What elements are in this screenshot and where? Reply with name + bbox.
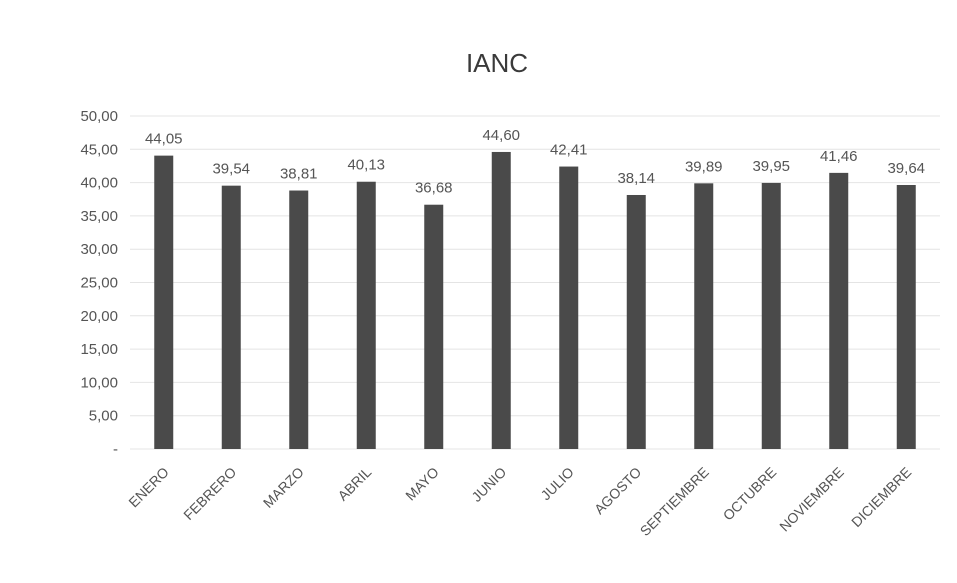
data-label-septiembre: 39,89 (685, 158, 723, 175)
y-tick-label: 30,00 (80, 241, 118, 258)
bar-marzo (289, 190, 309, 450)
bars (154, 151, 916, 450)
chart-title: IANC (466, 48, 528, 78)
y-tick-label: 20,00 (80, 308, 118, 325)
y-axis-ticks: - 5,00 10,00 15,00 20,00 25,00 30,00 35,00 40,00… (80, 108, 118, 458)
y-tick-label: 35,00 (80, 208, 118, 225)
bar-octubre (761, 182, 781, 450)
y-tick-label: 40,00 (80, 175, 118, 192)
bar-julio (559, 166, 579, 450)
bar-junio (491, 151, 511, 450)
gridlines (130, 115, 940, 450)
bar-septiembre (694, 183, 714, 450)
y-tick-label: 50,00 (80, 108, 118, 125)
data-label-mayo: 36,68 (415, 180, 453, 197)
data-label-diciembre: 39,64 (887, 160, 925, 177)
data-label-marzo: 38,81 (280, 166, 318, 183)
bar-agosto (626, 194, 646, 449)
y-tick-label: 10,00 (80, 374, 118, 391)
y-tick-label: 25,00 (80, 275, 118, 292)
data-label-agosto: 38,14 (617, 170, 655, 187)
bar-mayo (424, 204, 444, 449)
bar-febrero (221, 185, 241, 449)
bar-abril (356, 181, 376, 450)
data-label-julio: 42,41 (550, 142, 588, 159)
data-label-abril: 40,13 (347, 157, 385, 174)
data-labels: 44,05 39,54 38,81 40,13 36,68 44,60 42,41 38,14… (145, 127, 925, 197)
y-tick-label: - (113, 441, 118, 458)
bar-enero (154, 155, 174, 449)
y-tick-label: 5,00 (89, 408, 118, 425)
data-label-febrero: 39,54 (212, 161, 250, 178)
y-tick-label: 15,00 (80, 341, 118, 358)
bar-diciembre (896, 184, 916, 449)
data-label-junio: 44,60 (482, 127, 520, 144)
data-label-octubre: 39,95 (752, 158, 790, 175)
data-label-enero: 44,05 (145, 131, 183, 148)
data-label-noviembre: 41,46 (820, 148, 858, 165)
bar-noviembre (829, 172, 849, 449)
y-tick-label: 45,00 (80, 141, 118, 158)
